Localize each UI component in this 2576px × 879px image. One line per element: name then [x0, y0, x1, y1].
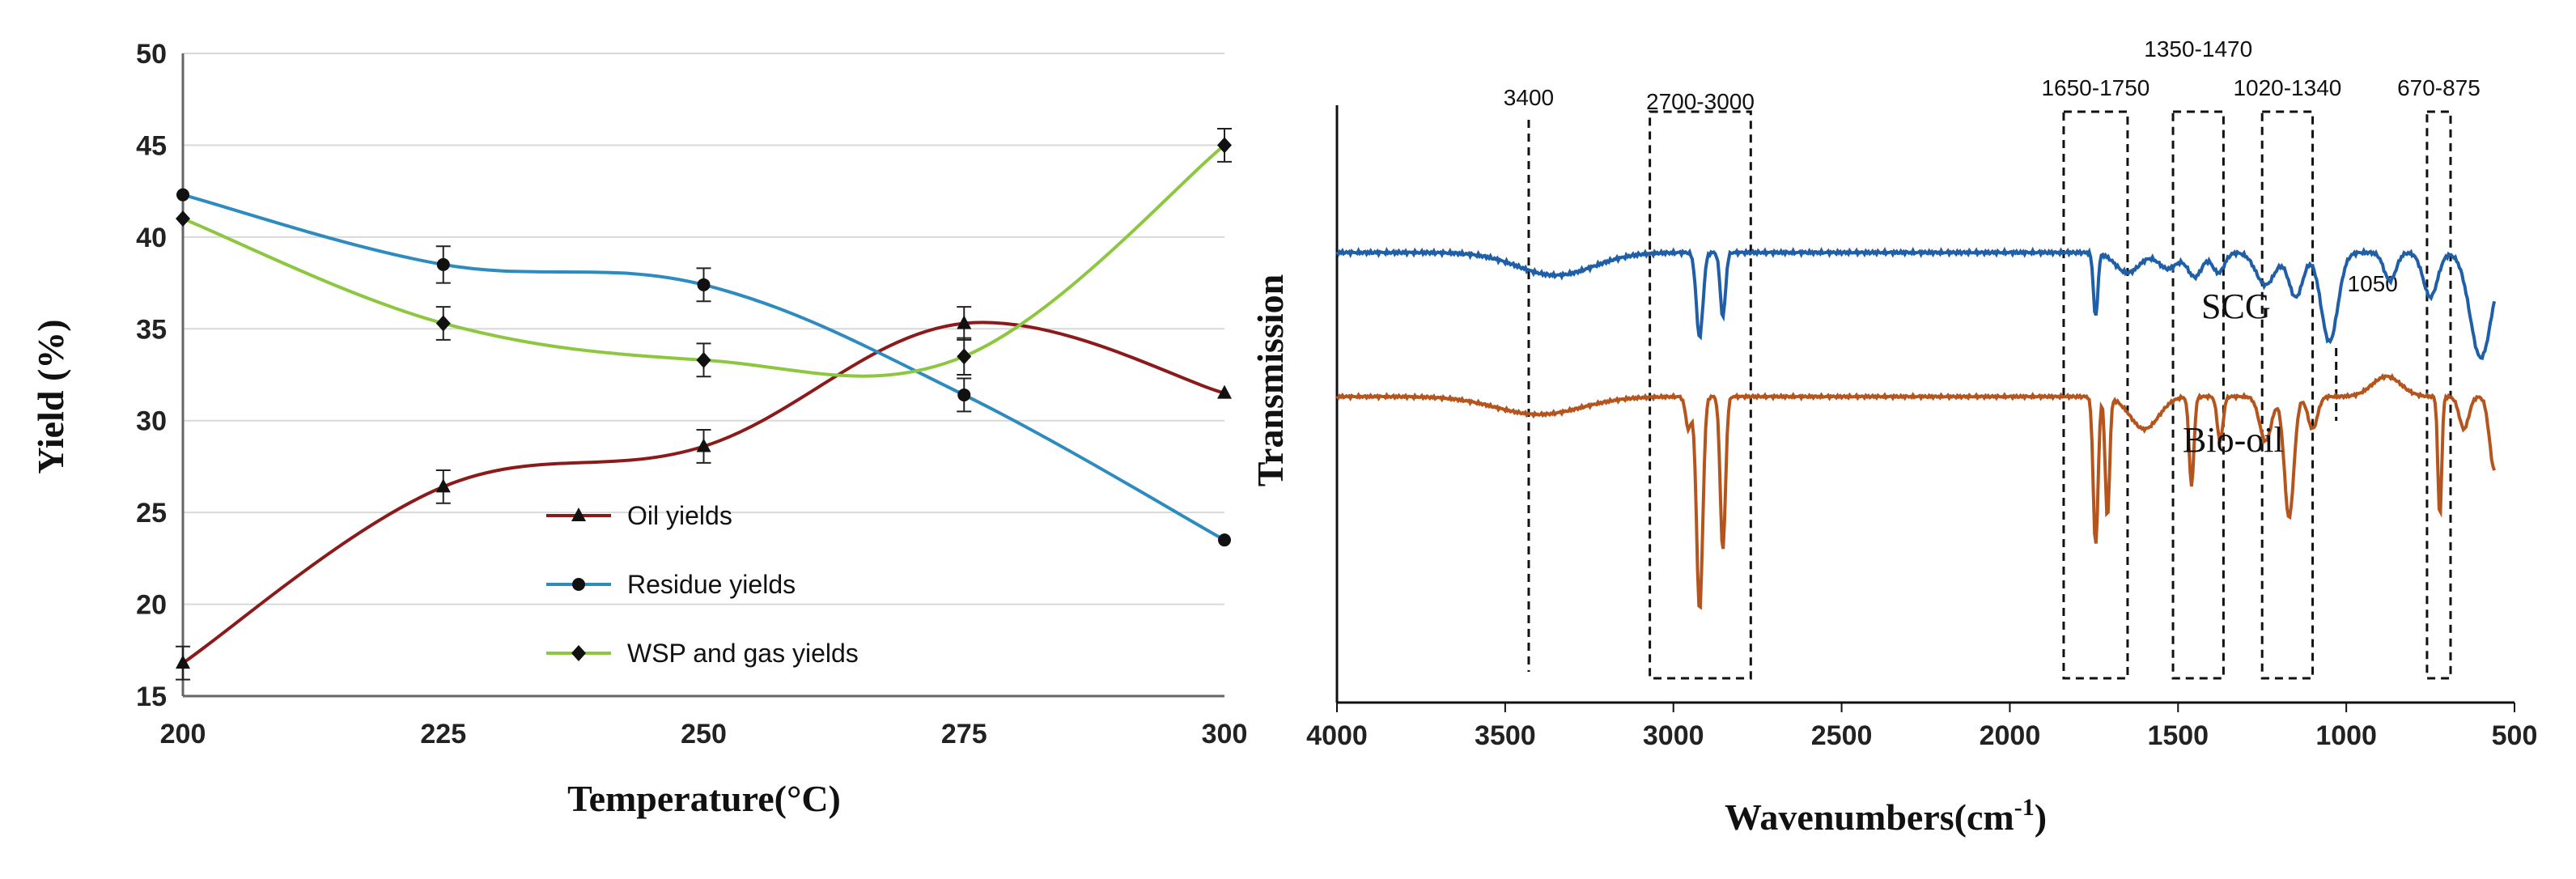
region-label: 670-875: [2397, 75, 2481, 100]
data-point: [957, 388, 971, 401]
peak-label: 1050: [2348, 271, 2398, 296]
region-label: 2700-3000: [1646, 89, 1755, 114]
y-tick-label: 25: [136, 498, 167, 529]
legend-label: Oil yields: [627, 501, 732, 530]
legend-marker: [572, 578, 585, 591]
data-point: [697, 278, 711, 291]
transmission-axis-title: Transmission: [1250, 274, 1291, 486]
x-tick-label: 225: [420, 719, 466, 749]
x-tick-label: 3500: [1475, 720, 1536, 751]
data-point: [435, 478, 451, 493]
x-tick-label: 3000: [1643, 720, 1704, 751]
region-box: [2171, 110, 2225, 680]
data-point: [176, 210, 190, 227]
y-tick-label: 15: [136, 682, 167, 712]
xlabel-sup: -1: [2014, 794, 2035, 821]
data-point: [436, 257, 450, 271]
x-tick-label: 275: [941, 719, 987, 749]
x-tick-label: 1000: [2315, 720, 2377, 751]
data-point: [1217, 137, 1232, 154]
data-point: [696, 351, 711, 368]
x-tick-label: 200: [160, 719, 206, 749]
data-point: [1217, 384, 1232, 399]
data-point: [957, 348, 972, 365]
yield-chart: 15 20 25 30 35 40 45 50 200 225 250 275 300 Oil yiel…: [30, 39, 1247, 819]
data-point: [696, 438, 711, 452]
series-label-scg: SCG: [2201, 287, 2271, 326]
series-label-bio-oil: Bio-oil: [2183, 420, 2284, 460]
x-tick-label: 2500: [1811, 720, 1873, 751]
x-tick-label: 300: [1202, 719, 1248, 749]
peak-label: 3400: [1504, 85, 1554, 110]
region-box: [2260, 110, 2315, 680]
region-box: [1649, 110, 1752, 680]
y-axis-title: Yield (%): [30, 319, 71, 473]
xlabel-end: ): [2035, 796, 2047, 838]
x-tick-label: 1500: [2147, 720, 2209, 751]
y-tick-label: 30: [136, 406, 167, 437]
x-tick-label: 500: [2492, 720, 2538, 751]
data-point: [957, 315, 972, 329]
ftir-chart: 3400 2700-3000 1650-1750 1350-1470 1020-1340…: [1250, 36, 2537, 838]
scg-spectrum: [1335, 246, 2497, 360]
x-tick-label: 2000: [1980, 720, 2041, 751]
legend-label: WSP and gas yields: [627, 639, 859, 668]
region-label: 1020-1340: [2233, 75, 2341, 100]
bio-oil-spectrum: [1335, 373, 2496, 610]
legend-marker: [571, 507, 586, 521]
series-line: [182, 143, 1226, 378]
y-tick-label: 45: [136, 130, 167, 161]
region-label: 1650-1750: [2041, 75, 2149, 100]
legend-marker: [571, 645, 586, 661]
y-tick-label: 40: [136, 223, 167, 253]
x-axis-title: Temperature(°C): [567, 778, 841, 819]
region-label: 1350-1470: [2144, 36, 2252, 62]
data-point: [176, 188, 189, 202]
wavenumber-axis-title: Wavenumbers(cm-1): [1725, 794, 2047, 838]
x-tick-label: 4000: [1306, 720, 1368, 751]
data-point: [1218, 533, 1231, 547]
x-tick-label: 250: [681, 719, 727, 749]
xlabel-main: Wavenumbers(cm: [1725, 796, 2014, 838]
y-tick-label: 50: [136, 39, 167, 70]
region-box: [2062, 110, 2129, 680]
data-point: [176, 655, 190, 669]
data-point: [435, 315, 451, 332]
y-tick-label: 20: [136, 590, 167, 621]
y-tick-label: 35: [136, 314, 167, 345]
legend-label: Residue yields: [627, 570, 796, 599]
